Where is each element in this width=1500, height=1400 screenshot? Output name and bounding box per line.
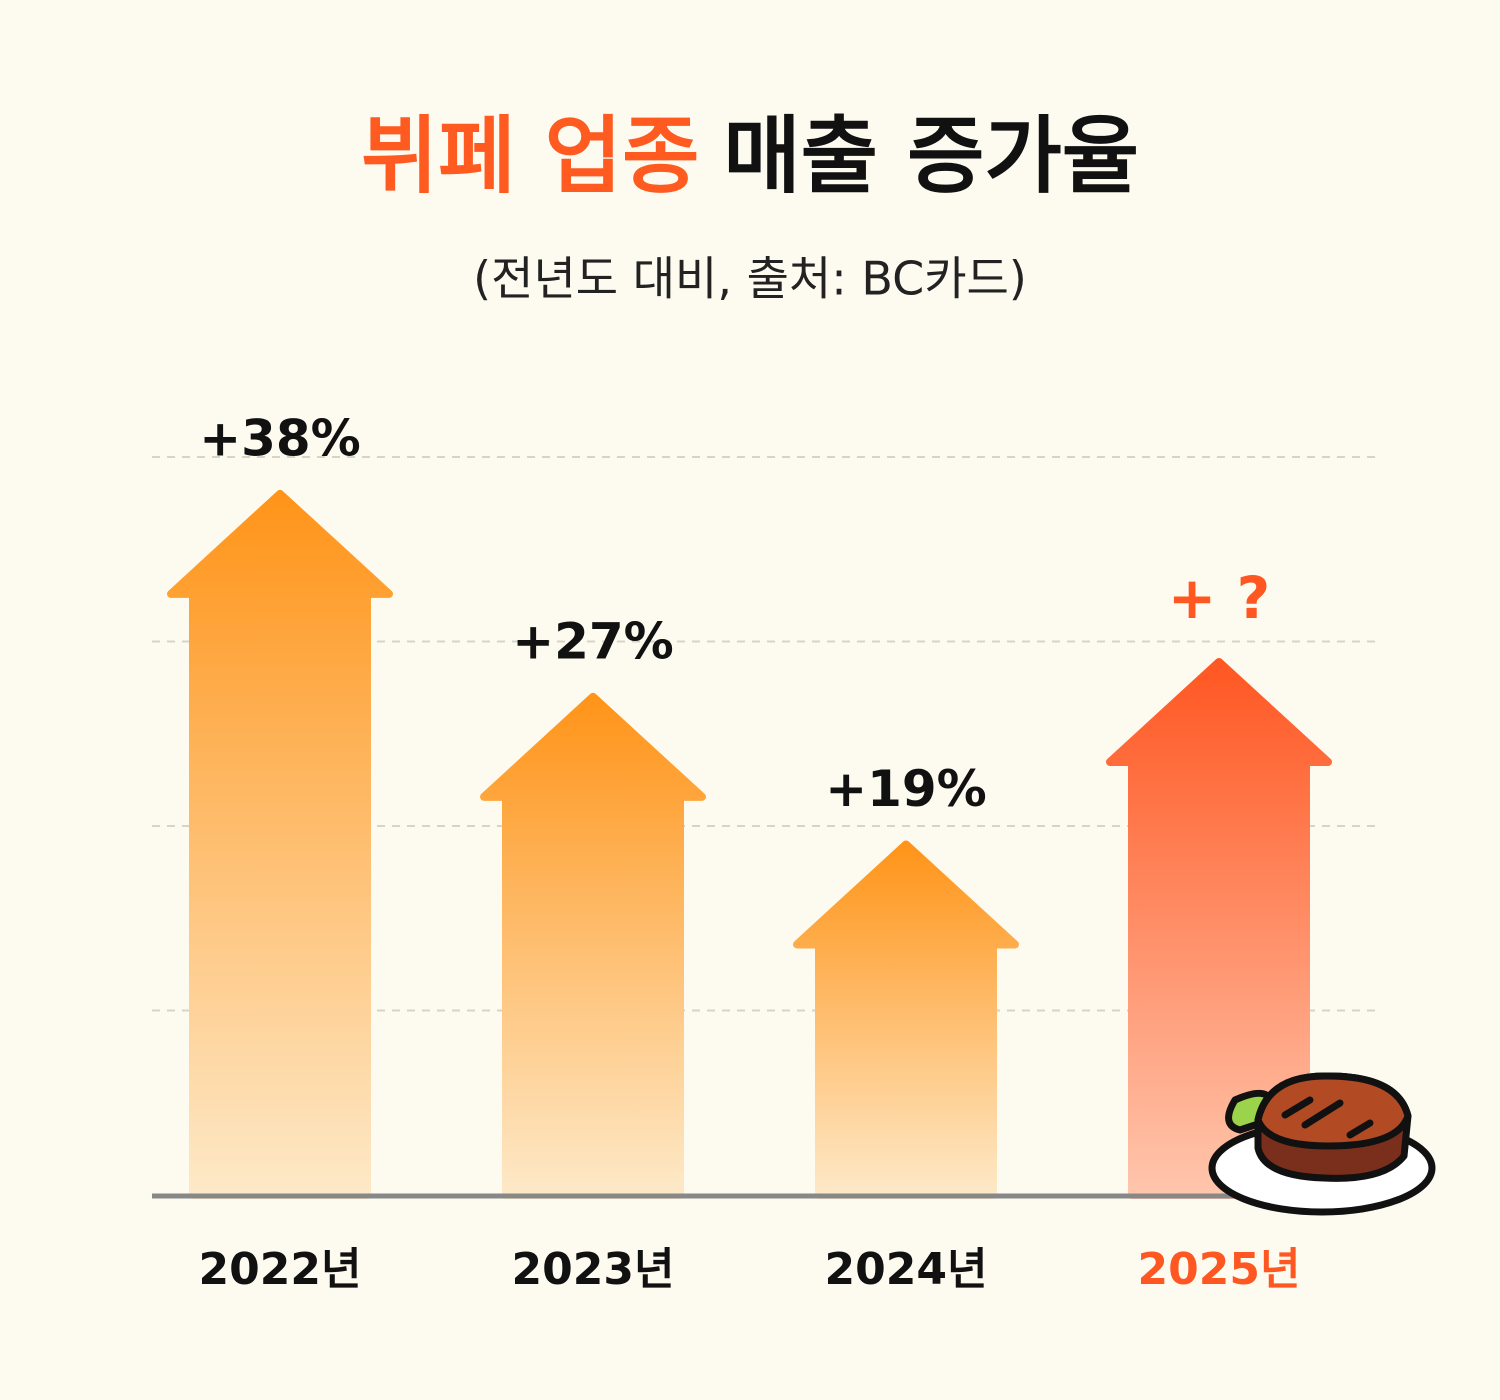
bars (167, 489, 1019, 1199)
value-label: + ? (1168, 564, 1270, 632)
steak-icon (1208, 1072, 1436, 1216)
value-label: +19% (825, 760, 987, 818)
title-highlight: 뷔페 업종 (361, 107, 699, 205)
chart-title: 뷔페 업종 매출 증가율 (361, 107, 1139, 205)
x-tick-label: 2022년 (199, 1244, 362, 1295)
x-tick-label: 2024년 (825, 1244, 988, 1295)
value-label: +38% (199, 409, 361, 467)
x-tick-label: 2025년 (1138, 1244, 1301, 1295)
arrow-bar (480, 692, 706, 1199)
x-tick-label: 2023년 (512, 1244, 675, 1295)
subtitle: (전년도 대비, 출처: BC카드) (473, 252, 1027, 306)
title-rest: 매출 증가율 (723, 107, 1139, 205)
arrow-bar (793, 840, 1019, 1199)
value-label: +27% (512, 612, 674, 670)
arrow-bar (167, 489, 393, 1199)
